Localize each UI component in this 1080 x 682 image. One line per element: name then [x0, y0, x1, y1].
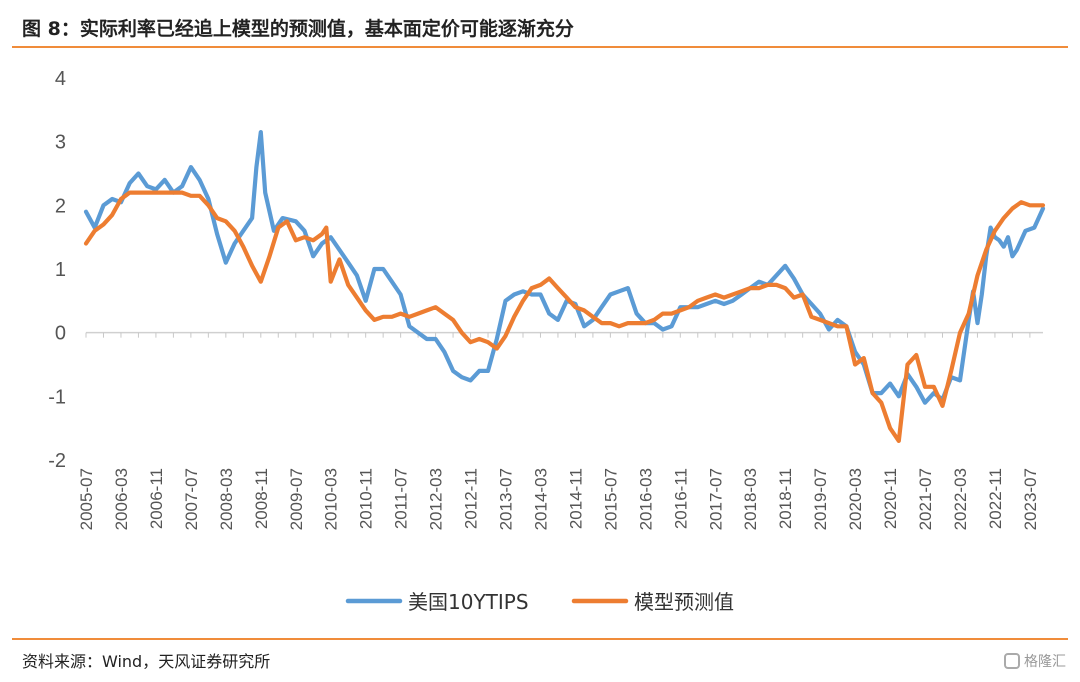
x-tick-label: 2014-03	[531, 468, 550, 530]
x-tick-label: 2013-07	[497, 468, 516, 530]
x-tick-label: 2018-03	[741, 468, 760, 530]
watermark-text: 格隆汇	[1024, 654, 1066, 670]
x-tick-label: 2008-03	[217, 468, 236, 530]
y-tick-label: -1	[48, 386, 66, 408]
bottom-divider	[12, 638, 1068, 640]
source-note: 资料来源：Wind，天风证券研究所	[22, 652, 271, 671]
y-tick-label: 0	[55, 323, 66, 345]
x-tick-label: 2021-07	[916, 468, 935, 530]
x-tick-label: 2020-03	[846, 468, 865, 530]
x-tick-label: 2012-03	[427, 468, 446, 530]
y-tick-label: 2	[55, 195, 66, 217]
legend: 美国10YTIPS 模型预测值	[345, 590, 734, 614]
x-tick-label: 2008-11	[252, 468, 271, 529]
x-tick-label: 2012-11	[462, 468, 481, 529]
series-line-2	[83, 190, 1046, 443]
y-tick-label: 4	[55, 68, 66, 90]
y-tick-label: 1	[55, 259, 66, 281]
x-tick-label: 2016-11	[671, 468, 690, 529]
x-tick-label: 2010-03	[322, 468, 341, 530]
legend-label-1: 美国10YTIPS	[408, 590, 529, 614]
y-tick-label: -2	[48, 450, 66, 472]
x-tick-label: 2014-11	[566, 468, 585, 529]
watermark-logo-icon	[1004, 653, 1020, 669]
x-tick-label: 2022-03	[951, 468, 970, 530]
x-tick-label: 2007-07	[182, 468, 201, 530]
figure-title: 图 8：实际利率已经追上模型的预测值，基本面定价可能逐渐充分	[22, 18, 574, 40]
x-tick-label: 2005-07	[77, 468, 96, 530]
series-line-1	[83, 130, 1046, 405]
x-tick-label: 2006-03	[112, 468, 131, 530]
top-divider	[12, 46, 1068, 48]
y-axis-ticks: 4 3 2 1 0 -1 -2	[48, 68, 66, 472]
x-tick-label: 2018-11	[776, 468, 795, 529]
x-tick-label: 2017-07	[706, 468, 725, 530]
x-axis-tick-marks	[85, 332, 1031, 338]
x-tick-label: 2023-07	[1021, 468, 1040, 530]
x-tick-label: 2019-07	[811, 468, 830, 530]
x-tick-label: 2009-07	[287, 468, 306, 530]
x-tick-label: 2010-11	[357, 468, 376, 529]
x-tick-label: 2015-07	[601, 468, 620, 530]
x-tick-label: 2006-11	[147, 468, 166, 529]
x-axis-ticks: 2005-07 2006-03 2006-11 2007-07 2008-03 2008-…	[77, 468, 1040, 530]
y-tick-label: 3	[55, 132, 66, 154]
x-tick-label: 2016-03	[636, 468, 655, 530]
watermark: 格隆汇	[1004, 651, 1066, 671]
x-tick-label: 2022-11	[986, 468, 1005, 529]
legend-label-2: 模型预测值	[634, 590, 734, 614]
x-tick-label: 2020-11	[881, 468, 900, 529]
series-lines	[83, 130, 1046, 443]
x-tick-label: 2011-07	[392, 468, 411, 529]
